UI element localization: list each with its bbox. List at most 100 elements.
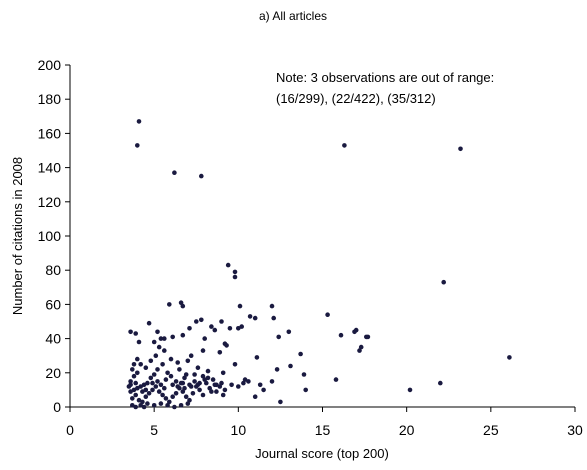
x-tick-label: 5 (150, 422, 158, 438)
data-point (173, 379, 179, 384)
data-point (165, 370, 170, 376)
data-point (232, 362, 238, 367)
data-point (333, 377, 339, 382)
data-point (150, 380, 155, 386)
data-point (155, 367, 160, 372)
data-point (180, 303, 186, 309)
data-point (183, 394, 189, 400)
data-point (151, 372, 157, 377)
x-axis-title: Journal score (top 200) (255, 446, 389, 461)
data-point (143, 387, 149, 393)
data-point (163, 377, 169, 382)
data-point (153, 353, 159, 359)
data-point (271, 315, 277, 321)
data-point (141, 404, 147, 410)
data-point (163, 396, 169, 401)
data-point (338, 332, 344, 338)
x-tick-label: 10 (231, 422, 247, 438)
data-point (128, 382, 133, 388)
data-point (160, 362, 165, 367)
data-point (286, 329, 292, 335)
data-point (220, 370, 226, 376)
data-point (160, 392, 165, 398)
x-tick-label: 15 (315, 422, 331, 438)
data-point (138, 362, 143, 367)
data-point (209, 324, 214, 329)
data-point (232, 269, 238, 275)
x-tick-label: 25 (483, 422, 499, 438)
data-point (172, 170, 177, 175)
data-point (173, 391, 179, 396)
data-point (188, 353, 194, 359)
data-point (261, 387, 266, 393)
data-point (136, 397, 142, 403)
data-point (187, 326, 192, 331)
data-point (236, 384, 241, 389)
data-point (194, 319, 199, 324)
data-point (195, 382, 201, 388)
data-point (135, 356, 140, 362)
data-point (199, 317, 204, 323)
data-point (165, 403, 170, 408)
data-point (254, 355, 260, 360)
data-point (135, 370, 140, 376)
data-point (192, 379, 197, 384)
data-point (229, 382, 234, 388)
data-point (269, 303, 275, 309)
data-point (219, 319, 224, 324)
x-tick-label: 0 (66, 422, 74, 438)
data-point (199, 173, 204, 179)
data-point (276, 334, 282, 340)
data-point (143, 365, 149, 371)
data-point (146, 320, 152, 326)
data-point (146, 391, 152, 396)
data-point (178, 380, 184, 386)
data-point (219, 380, 224, 386)
data-point (133, 331, 138, 336)
data-point (222, 341, 228, 347)
data-point (128, 379, 133, 384)
data-point (212, 327, 218, 333)
data-point (220, 392, 226, 398)
y-axis-title: Number of citations in 2008 (10, 157, 25, 315)
data-point (185, 401, 191, 406)
y-tick-label: 80 (45, 262, 61, 278)
data-point (210, 377, 216, 382)
data-point (353, 327, 359, 333)
y-tick-label: 100 (38, 228, 62, 244)
data-point (140, 399, 145, 405)
data-point (175, 384, 180, 389)
y-tick-label: 160 (38, 125, 62, 141)
data-point (156, 344, 162, 350)
note-line-1: Note: 3 observations are out of range: (276, 70, 494, 85)
data-point (172, 404, 177, 410)
data-point (441, 279, 447, 285)
axes (69, 65, 575, 408)
y-tick-label: 180 (38, 91, 62, 107)
data-point (247, 314, 253, 319)
data-point (130, 403, 135, 408)
data-points (126, 119, 512, 410)
data-point (507, 355, 512, 360)
data-point (177, 367, 182, 372)
data-point (136, 119, 142, 124)
data-point (325, 312, 330, 318)
data-point (162, 348, 167, 353)
y-tick-label: 200 (38, 57, 62, 73)
data-point (170, 394, 175, 400)
data-point (236, 326, 241, 331)
data-point (168, 356, 174, 362)
data-point (195, 365, 201, 371)
data-point (158, 336, 164, 341)
data-point (128, 389, 133, 394)
data-point (131, 362, 137, 367)
data-point (204, 380, 209, 386)
data-point (274, 367, 280, 372)
data-point (202, 336, 207, 341)
data-point (190, 391, 196, 396)
chart-title: a) All articles (259, 9, 327, 23)
data-point (140, 389, 145, 394)
data-point (242, 377, 248, 382)
data-point (167, 399, 172, 405)
